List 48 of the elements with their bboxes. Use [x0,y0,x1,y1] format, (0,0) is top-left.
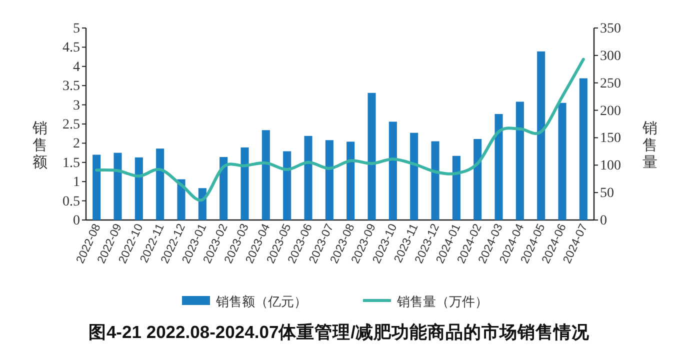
bar [134,157,143,220]
y2-tick-label: 50 [600,186,614,202]
legend-label: 销售额（亿元） [215,294,307,309]
y-tick-label: 2.5 [62,118,80,132]
bar [452,156,460,220]
bar [220,157,228,220]
bar [262,130,270,220]
y2-tick-label: 300 [600,48,621,64]
bar [431,141,440,220]
y2-tick-label: 350 [600,22,621,36]
y-axis-title: 销售额 [32,120,48,171]
y2-tick-label: 100 [600,158,621,174]
y2-tick-label: 150 [600,131,621,146]
y2-axis-title: 销售量 [642,120,658,171]
bar [558,102,566,220]
bar [346,142,355,220]
bar [368,92,376,220]
y2-tick-label: 0 [600,214,607,228]
y-tick-label: 3.5 [62,79,80,94]
bar [114,152,122,220]
y-tick-label: 0.5 [62,194,80,210]
y-tick-label: 4.5 [62,40,80,56]
y2-tick-label: 200 [600,104,621,119]
y-tick-label: 0 [73,214,80,228]
bar [579,78,588,220]
legend-label: 销售量（万件） [396,294,488,309]
y-tick-label: 4 [73,60,80,75]
line-series [95,58,585,202]
bar [304,136,312,220]
bar [410,132,418,220]
bar [516,102,524,220]
bar [325,140,334,220]
bar [92,154,101,220]
bar [283,151,292,220]
bar [240,147,249,220]
bar [474,138,482,220]
y-tick-label: 1 [73,175,80,190]
y-tick-label: 2 [73,136,80,152]
y-tick-label: 5 [73,22,80,36]
bar [177,179,186,220]
bar [156,148,164,220]
y-tick-label: 3 [73,98,80,114]
bar [388,122,397,220]
bar [537,51,546,220]
text: 图4-21 2022.08-2024.07体重管理/减肥功能商品的市场销售情况 [88,322,591,342]
bar [494,114,503,220]
y2-tick-label: 250 [600,76,621,92]
y-tick-label: 1.5 [62,156,80,171]
